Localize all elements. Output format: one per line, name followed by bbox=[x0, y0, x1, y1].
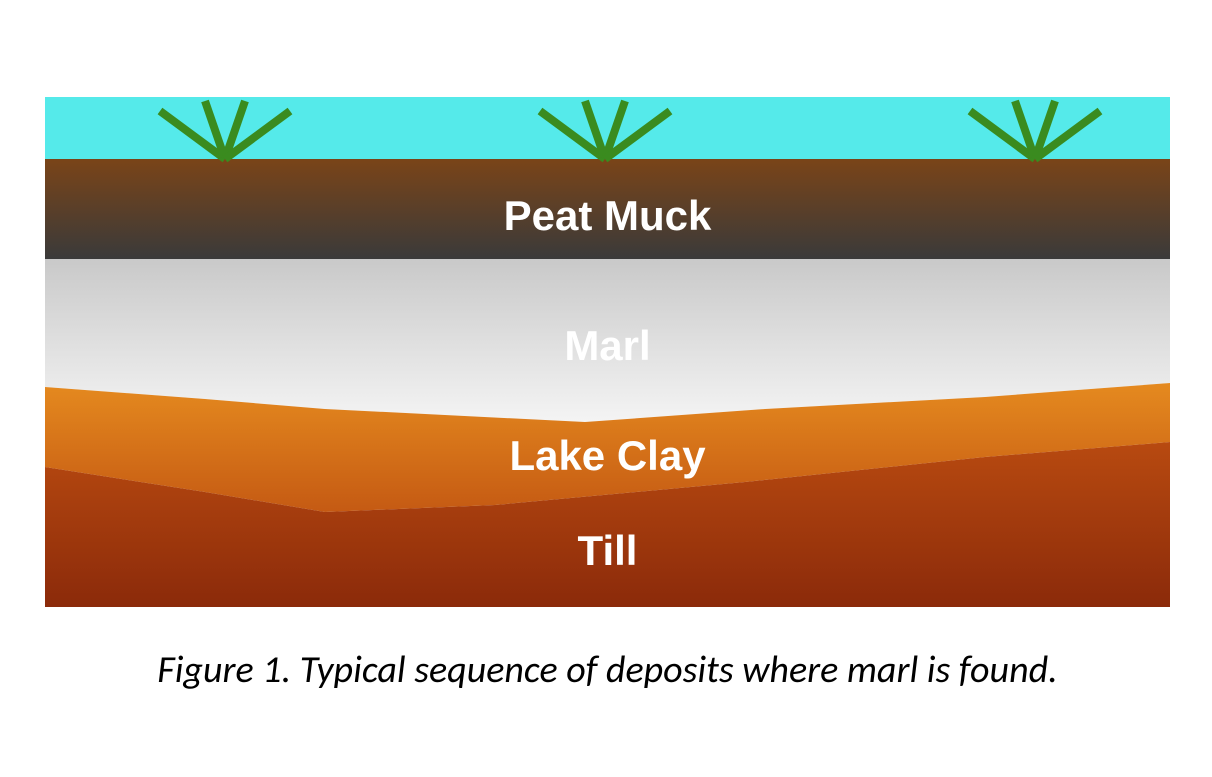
cross-section-diagram: Peat Muck Marl Lake Clay Till bbox=[45, 97, 1170, 607]
figure: Peat Muck Marl Lake Clay Till Figure 1. … bbox=[45, 97, 1170, 693]
layer-peat-muck bbox=[45, 159, 1170, 259]
figure-caption: Figure 1. Typical sequence of deposits w… bbox=[45, 647, 1170, 693]
diagram-svg bbox=[45, 97, 1170, 607]
